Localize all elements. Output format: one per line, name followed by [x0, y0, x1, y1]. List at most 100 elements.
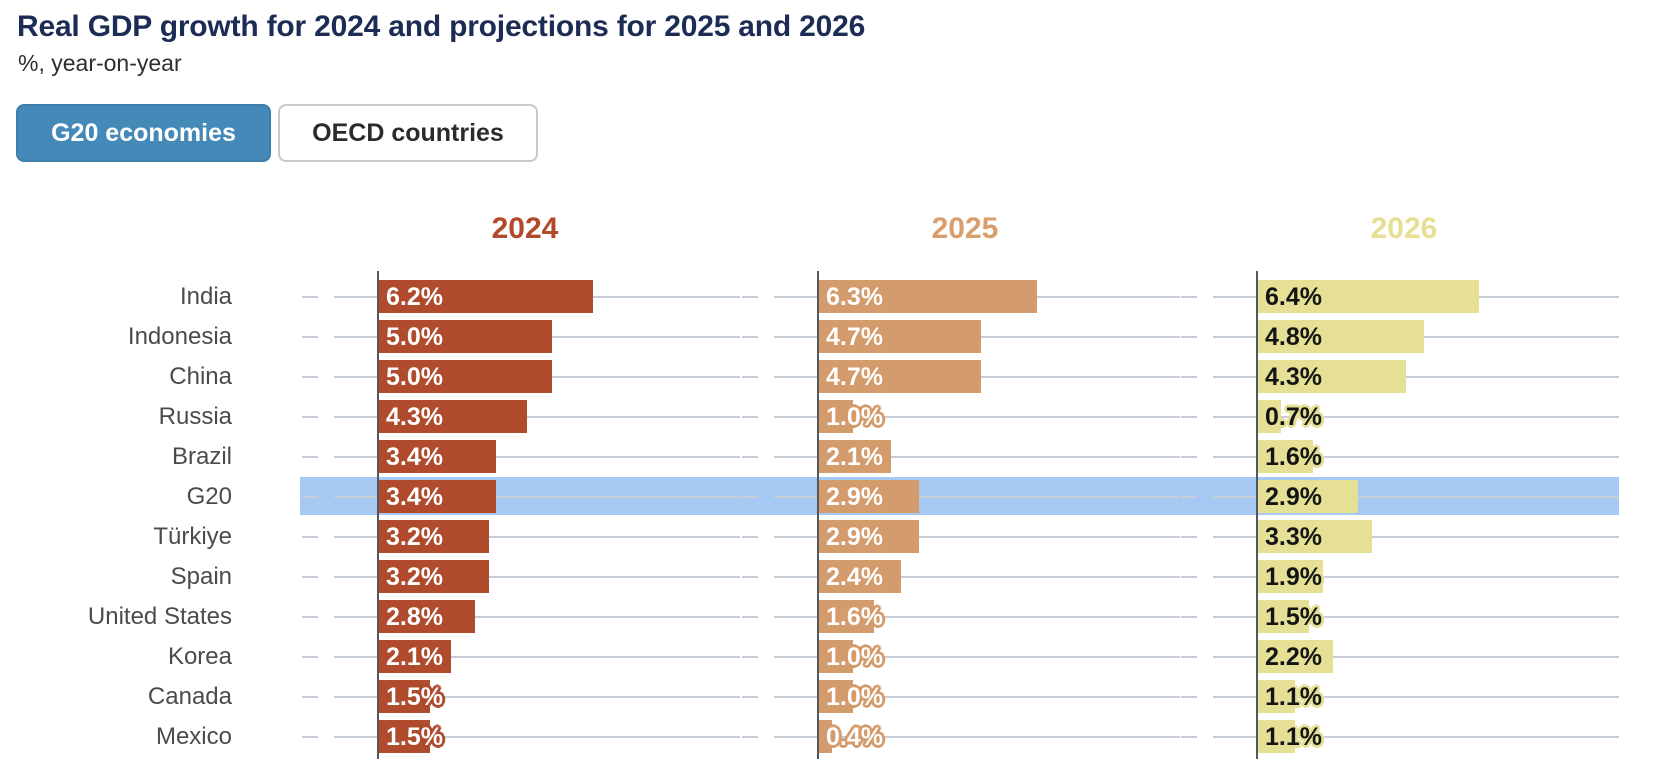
row-label-mexico: Mexico [155, 723, 232, 750]
bar-value-label-2025-korea: 1.0% [826, 643, 883, 671]
gridline [774, 696, 1180, 698]
bar-value-label-2026-t-rkiye: 3.3% [1265, 523, 1322, 551]
row-label-india: India [179, 283, 232, 310]
bar-2025-brazil [818, 440, 891, 473]
bar-value-label-2024-mexico: 1.5% [386, 723, 443, 751]
gridline-dash [1181, 336, 1197, 338]
gridline-dash [302, 296, 318, 298]
axis-line-2025 [817, 271, 819, 759]
bar-value-label-2025-india: 6.3% [826, 283, 883, 311]
row-label-russia: Russia [158, 403, 232, 430]
gridline-dash [742, 736, 758, 738]
bar-value-label-2024-t-rkiye: 3.2% [386, 523, 443, 551]
gridline-dash [742, 616, 758, 618]
gridline-dash [302, 536, 318, 538]
gridline [334, 496, 740, 498]
bar-value-label-2026-canada: 1.1% [1265, 683, 1322, 711]
bar-value-label-2025-brazil: 2.1% [826, 443, 883, 471]
bar-2024-mexico [378, 720, 430, 753]
bar-value-label-2026-united-states: 1.5% [1265, 603, 1322, 631]
gridline-dash [1181, 376, 1197, 378]
year-header-2025: 2025 [931, 212, 999, 245]
bar-2025-canada [818, 680, 853, 713]
row-label-korea: Korea [167, 643, 232, 670]
bar-2025-china [818, 360, 981, 393]
gridline-dash [302, 736, 318, 738]
bar-2025-korea [818, 640, 853, 673]
bar-value-label-2026-korea: 2.2% [1265, 643, 1322, 671]
gridline [334, 736, 740, 738]
bar-2024-t-rkiye [378, 520, 489, 553]
gridline [774, 576, 1180, 578]
year-header-2024: 2024 [491, 212, 559, 245]
bar-value-label-2025-indonesia: 4.7% [826, 323, 883, 351]
bar-2026-canada [1257, 680, 1295, 713]
gridline [774, 536, 1180, 538]
year-header-2026: 2026 [1370, 212, 1438, 245]
gridline-dash [1181, 696, 1197, 698]
page-subtitle: %, year-on-year [18, 50, 182, 76]
bar-2026-g20 [1257, 480, 1358, 513]
gridline [1213, 376, 1619, 378]
bar-value-label-2024-g20: 3.4% [386, 483, 443, 511]
bar-2024-korea [378, 640, 451, 673]
bar-2026-india [1257, 280, 1479, 313]
gridline [334, 576, 740, 578]
bar-value-label-2025-g20: 2.9% [826, 483, 883, 511]
bar-value-label-2025-china: 4.7% [826, 363, 883, 391]
bar-2024-united-states [378, 600, 475, 633]
bar-2026-korea [1257, 640, 1333, 673]
gridline [1213, 456, 1619, 458]
bar-value-label-2026-indonesia: 4.8% [1265, 323, 1322, 351]
gridline [334, 616, 740, 618]
gridline-dash [302, 576, 318, 578]
bar-value-label-2025-mexico: 0.4% [826, 723, 883, 751]
gridline [1213, 616, 1619, 618]
bar-2026-china [1257, 360, 1406, 393]
bar-2024-china [378, 360, 552, 393]
gridline [334, 456, 740, 458]
gridline-dash [1181, 496, 1197, 498]
bar-value-label-2024-canada: 1.5% [386, 683, 443, 711]
bar-2024-brazil [378, 440, 496, 473]
toggle-oecd-countries[interactable]: OECD countries [278, 104, 538, 162]
view-toggle-group: G20 economies OECD countries [16, 104, 538, 162]
gridline [1213, 536, 1619, 538]
bar-value-label-2026-g20: 2.9% [1265, 483, 1322, 511]
gridline-dash [1181, 736, 1197, 738]
gridline [334, 696, 740, 698]
gridline-dash [302, 616, 318, 618]
bar-2024-spain [378, 560, 489, 593]
row-label-canada: Canada [147, 683, 232, 710]
bar-value-label-2026-mexico: 1.1% [1265, 723, 1322, 751]
bar-value-label-2026-india: 6.4% [1265, 283, 1322, 311]
bar-2025-mexico [818, 720, 832, 753]
row-label-t-rkiye: Türkiye [153, 523, 232, 550]
bar-2026-t-rkiye [1257, 520, 1372, 553]
gridline-dash [742, 336, 758, 338]
gridline-dash [1181, 456, 1197, 458]
bar-value-label-2024-china: 5.0% [386, 363, 443, 391]
bar-2025-g20 [818, 480, 919, 513]
row-label-brazil: Brazil [171, 443, 232, 470]
bar-2025-united-states [818, 600, 874, 633]
gridline [1213, 696, 1619, 698]
bar-value-label-2026-spain: 1.9% [1265, 563, 1322, 591]
toggle-g20-economies[interactable]: G20 economies [16, 104, 271, 162]
bar-2024-canada [378, 680, 430, 713]
bar-value-label-2024-russia: 4.3% [386, 403, 443, 431]
bar-2024-g20 [378, 480, 496, 513]
bar-2025-indonesia [818, 320, 981, 353]
gridline-dash [1181, 536, 1197, 538]
bar-value-label-2026-russia: 0.7% [1265, 403, 1322, 431]
bar-value-label-2025-russia: 1.0% [826, 403, 883, 431]
row-label-china: China [169, 363, 232, 390]
bar-value-label-2025-t-rkiye: 2.9% [826, 523, 883, 551]
gridline-dash [742, 576, 758, 578]
bar-value-label-2024-india: 6.2% [386, 283, 443, 311]
gridline [334, 656, 740, 658]
gridline [774, 656, 1180, 658]
gridline [1213, 656, 1619, 658]
gridline [774, 616, 1180, 618]
